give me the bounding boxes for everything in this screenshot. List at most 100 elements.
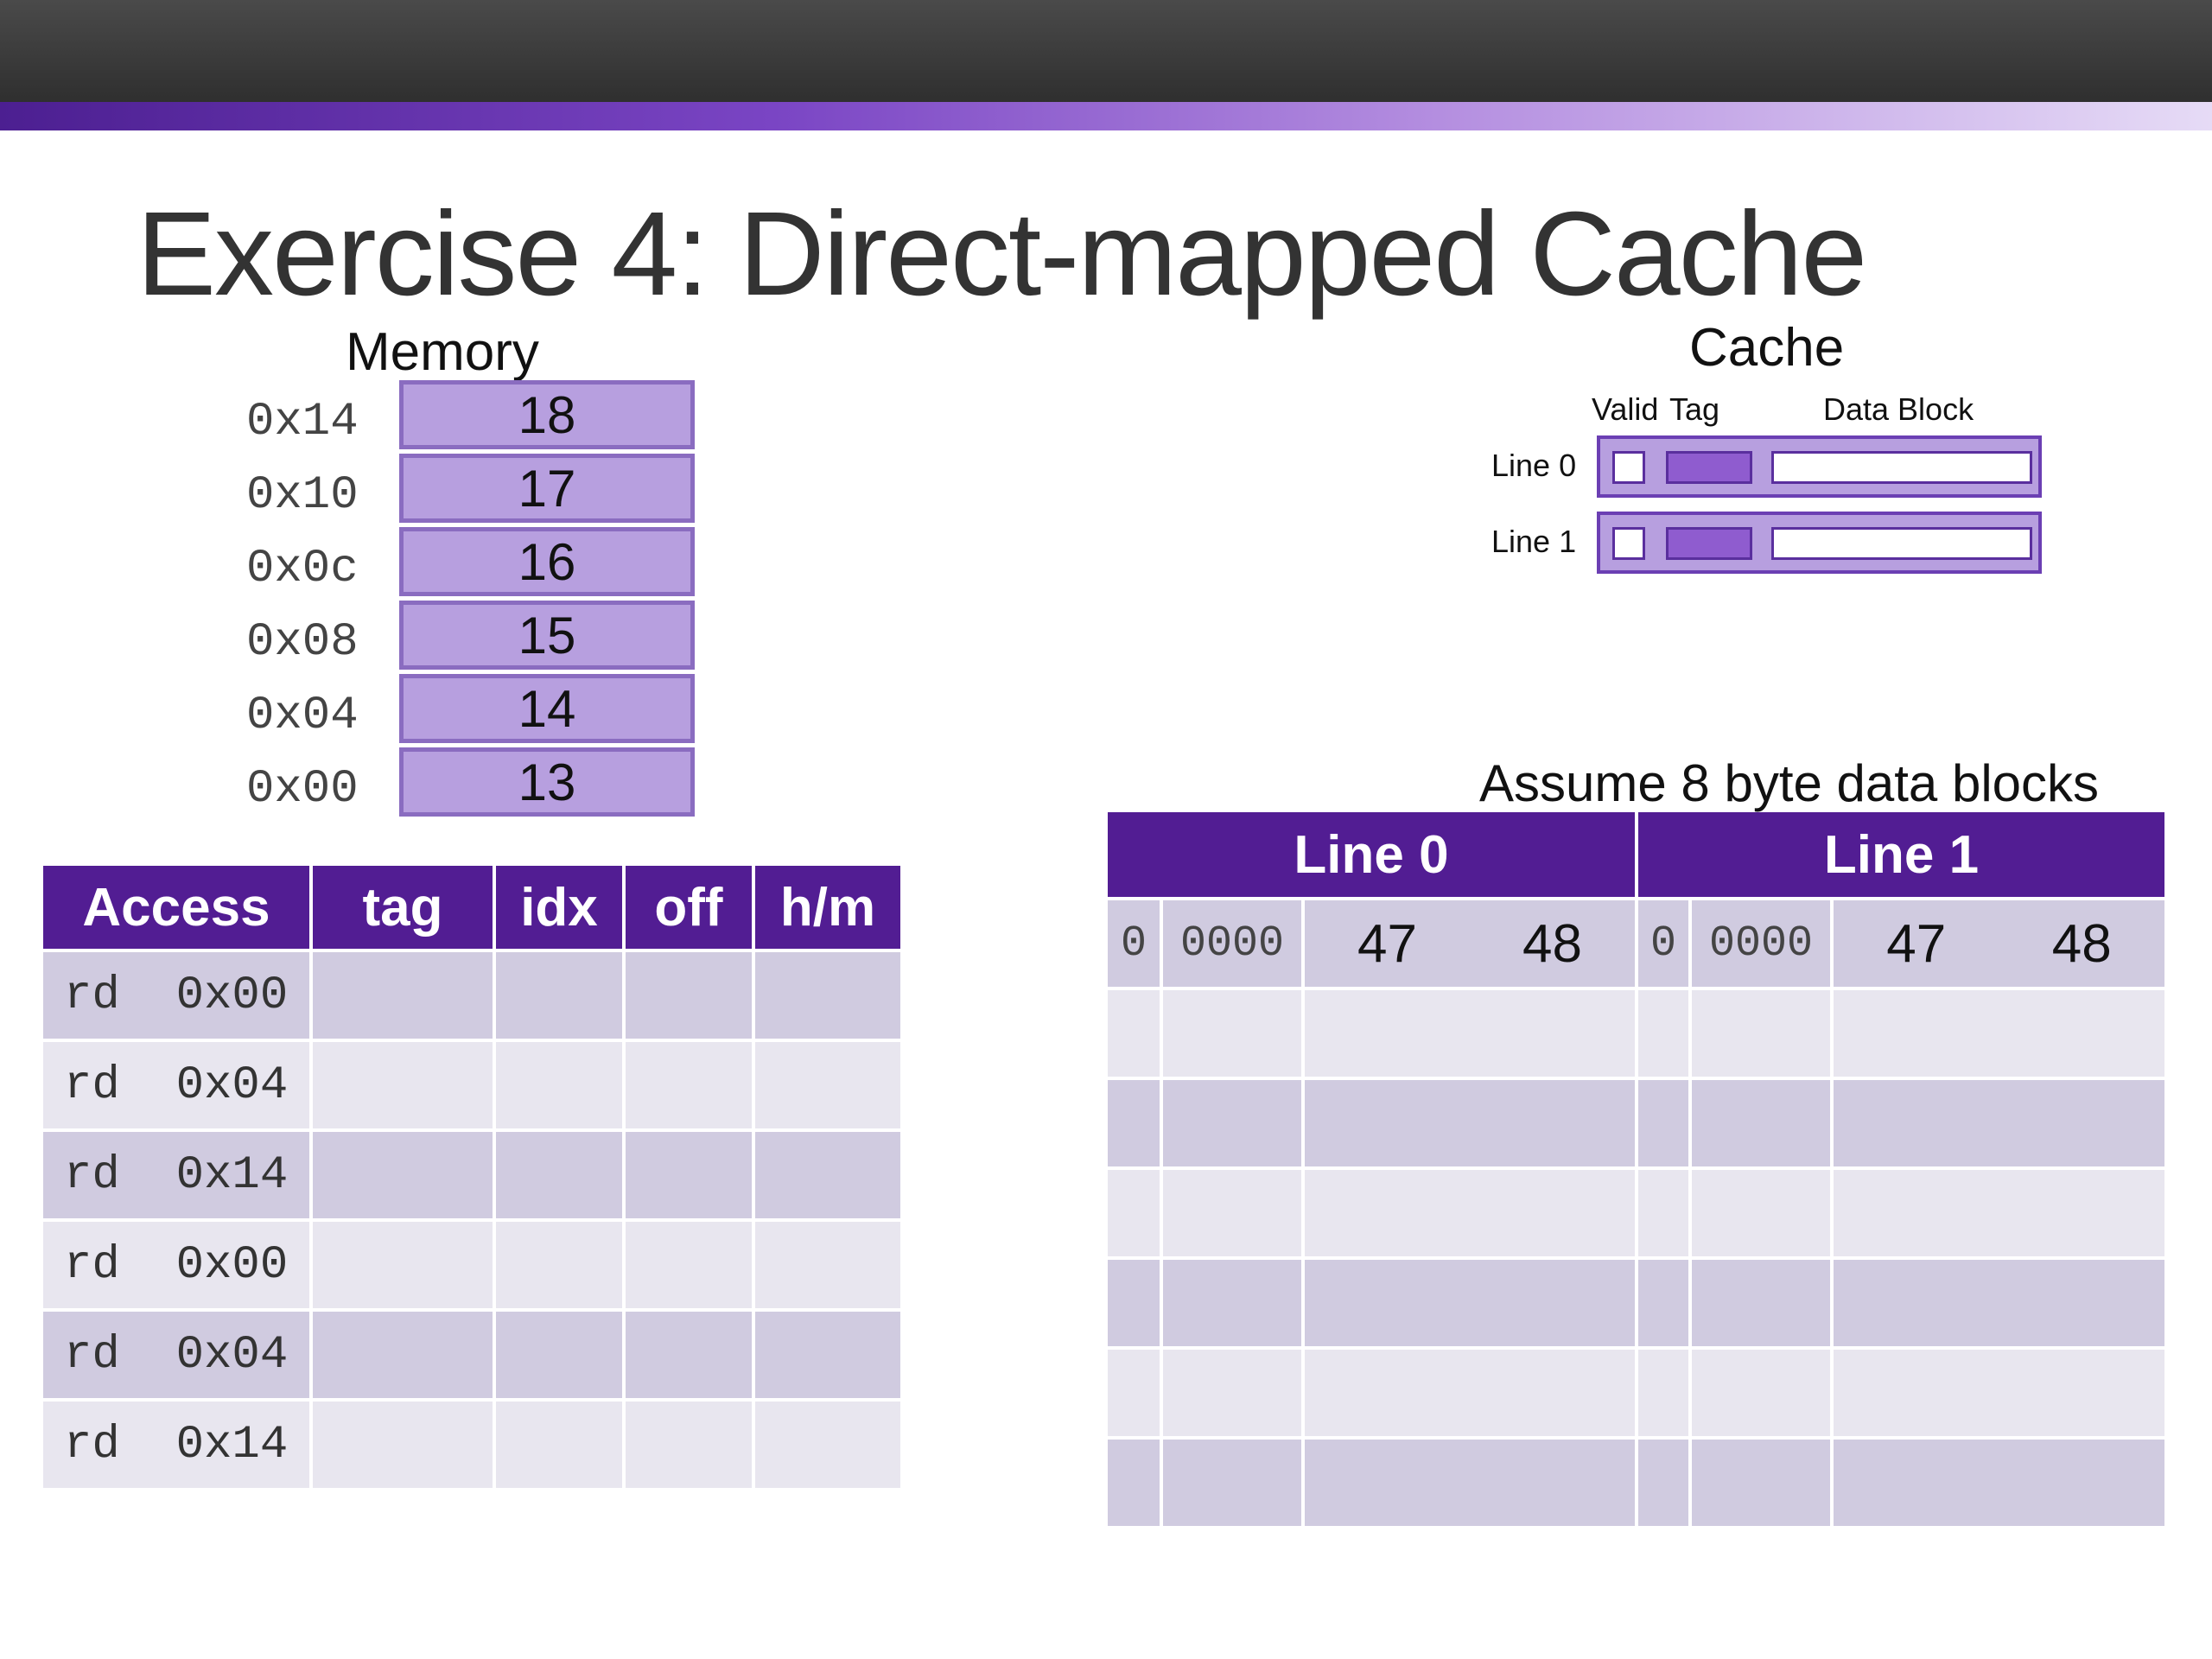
data-cell[interactable]: [1832, 1256, 2169, 1348]
valid-cell: 0: [1637, 897, 1692, 988]
valid-cell[interactable]: [1108, 1077, 1163, 1168]
table-row: 0 0000 47 48 0 0000 47 48: [1108, 897, 2169, 988]
valid-cell: 0: [1108, 897, 1163, 988]
data-byte: 47: [1357, 913, 1417, 974]
valid-cell[interactable]: [1637, 1346, 1692, 1438]
hm-cell[interactable]: [753, 1308, 904, 1400]
idx-cell[interactable]: [494, 1218, 626, 1310]
access-table: Access tag idx off h/m rd 0x00 rd 0x04 r…: [43, 866, 904, 1488]
tag-cell[interactable]: [1690, 1077, 1834, 1168]
valid-cell[interactable]: [1637, 1166, 1692, 1258]
accent-bar: [0, 102, 2212, 130]
hm-cell[interactable]: [753, 1218, 904, 1310]
data-cell[interactable]: [1832, 987, 2169, 1078]
valid-cell[interactable]: [1108, 1436, 1163, 1526]
table-row: rd 0x14: [43, 1398, 904, 1488]
off-cell[interactable]: [624, 1218, 755, 1310]
data-cell[interactable]: [1832, 1346, 2169, 1438]
tag-cell[interactable]: [1690, 987, 1834, 1078]
col-line-0: Line 0: [1108, 812, 1638, 899]
valid-cell[interactable]: [1108, 1346, 1163, 1438]
tag-cell[interactable]: [1161, 1436, 1305, 1526]
memory-address: 0x08: [246, 616, 359, 669]
tag-cell[interactable]: [1690, 1256, 1834, 1348]
valid-bit-box: [1612, 451, 1645, 484]
cache-line-0: [1597, 435, 2042, 498]
idx-cell[interactable]: [494, 1039, 626, 1130]
access-cell: rd 0x04: [43, 1039, 313, 1130]
data-cell[interactable]: [1303, 1256, 1638, 1348]
table-row: [1108, 1436, 2169, 1526]
tag-cell[interactable]: [1690, 1166, 1834, 1258]
tag-cell[interactable]: [1690, 1346, 1834, 1438]
hm-cell[interactable]: [753, 1128, 904, 1220]
data-cell[interactable]: [1832, 1166, 2169, 1258]
tag-cell[interactable]: [311, 1308, 496, 1400]
cache-line-label: Line 1: [1491, 524, 1577, 559]
tag-cell[interactable]: [311, 1398, 496, 1488]
valid-cell[interactable]: [1108, 1256, 1163, 1348]
table-row: [1108, 1256, 2169, 1348]
valid-cell[interactable]: [1637, 987, 1692, 1078]
memory-address: 0x00: [246, 763, 359, 816]
data-cell[interactable]: [1832, 1436, 2169, 1526]
table-row: rd 0x14: [43, 1128, 904, 1220]
off-cell[interactable]: [624, 949, 755, 1040]
data-byte: 48: [2051, 913, 2112, 974]
off-cell[interactable]: [624, 1308, 755, 1400]
memory-address: 0x0c: [246, 543, 359, 595]
tag-cell[interactable]: [1161, 1346, 1305, 1438]
col-access: Access: [43, 866, 313, 950]
table-row: rd 0x04: [43, 1039, 904, 1130]
valid-cell[interactable]: [1108, 987, 1163, 1078]
data-cell[interactable]: [1832, 1077, 2169, 1168]
tag-cell[interactable]: [1161, 1256, 1305, 1348]
memory-cell: 17: [399, 454, 695, 523]
off-cell[interactable]: [624, 1398, 755, 1488]
valid-cell[interactable]: [1637, 1256, 1692, 1348]
data-byte: 47: [1886, 913, 1947, 974]
hm-cell[interactable]: [753, 949, 904, 1040]
data-cell[interactable]: [1303, 1077, 1638, 1168]
valid-cell[interactable]: [1637, 1436, 1692, 1526]
tag-box: [1666, 451, 1752, 484]
assumption-note: Assume 8 byte data blocks: [1479, 754, 2100, 812]
tag-cell[interactable]: [311, 949, 496, 1040]
table-row: [1108, 1346, 2169, 1438]
tag-cell[interactable]: [311, 1128, 496, 1220]
tag-cell[interactable]: [1161, 1077, 1305, 1168]
cache-title: Cache: [1689, 318, 1845, 378]
tag-cell[interactable]: [1690, 1436, 1834, 1526]
access-cell: rd 0x00: [43, 949, 313, 1040]
table-row: [1108, 1077, 2169, 1168]
tag-cell[interactable]: [311, 1218, 496, 1310]
top-bar: [0, 0, 2212, 102]
idx-cell[interactable]: [494, 1128, 626, 1220]
tag-cell[interactable]: [1161, 1166, 1305, 1258]
col-off: off: [624, 866, 755, 950]
tag-cell[interactable]: [1161, 987, 1305, 1078]
data-cell[interactable]: [1303, 987, 1638, 1078]
table-row: rd 0x04: [43, 1308, 904, 1400]
idx-cell[interactable]: [494, 1398, 626, 1488]
data-cell[interactable]: [1303, 1436, 1638, 1526]
off-cell[interactable]: [624, 1039, 755, 1130]
access-cell: rd 0x04: [43, 1308, 313, 1400]
data-cell[interactable]: [1303, 1166, 1638, 1258]
memory-address: 0x10: [246, 469, 359, 522]
hm-cell[interactable]: [753, 1398, 904, 1488]
idx-cell[interactable]: [494, 1308, 626, 1400]
memory-cell: 18: [399, 380, 695, 449]
data-cell[interactable]: [1303, 1346, 1638, 1438]
memory-cell: 14: [399, 674, 695, 743]
cache-col-valid: Valid: [1592, 391, 1659, 427]
tag-cell[interactable]: [311, 1039, 496, 1130]
valid-cell[interactable]: [1637, 1077, 1692, 1168]
data-cell: 47 48: [1832, 897, 2169, 988]
off-cell[interactable]: [624, 1128, 755, 1220]
valid-cell[interactable]: [1108, 1166, 1163, 1258]
hm-cell[interactable]: [753, 1039, 904, 1130]
idx-cell[interactable]: [494, 949, 626, 1040]
access-cell: rd 0x00: [43, 1218, 313, 1310]
memory-address: 0x04: [246, 690, 359, 742]
